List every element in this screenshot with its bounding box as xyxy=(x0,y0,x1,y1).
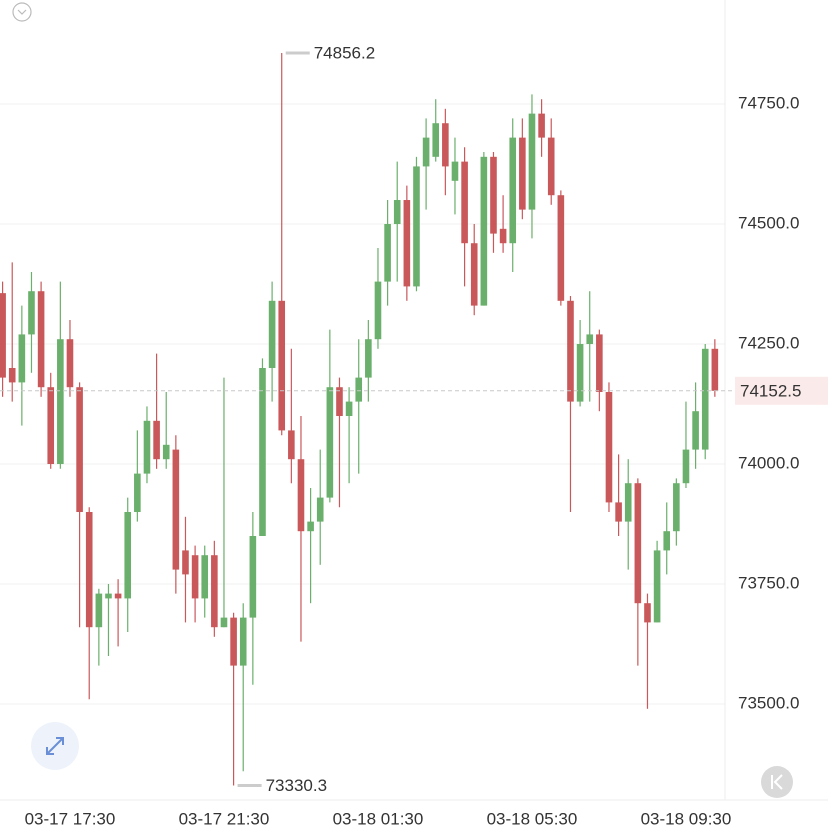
candle-body xyxy=(644,603,651,623)
candle-body xyxy=(18,334,26,383)
candle-body xyxy=(316,497,324,522)
candle-body xyxy=(191,555,199,599)
candle-body xyxy=(509,137,517,244)
min-label: 73330.3 xyxy=(266,776,327,795)
candle-body xyxy=(105,593,112,599)
candle-body xyxy=(57,339,64,465)
candle-body xyxy=(461,161,468,244)
candle-body xyxy=(634,483,642,604)
candle-body xyxy=(153,420,160,460)
x-tick-label: 03-17 17:30 xyxy=(25,809,116,828)
candle-body xyxy=(451,161,459,181)
candle-body xyxy=(413,166,420,287)
candle-body xyxy=(37,291,45,388)
candle-body xyxy=(374,281,382,340)
candle-body xyxy=(143,420,151,474)
candle-body xyxy=(470,243,478,306)
candle-body xyxy=(336,387,343,417)
candle-body xyxy=(288,430,295,460)
candle-body xyxy=(576,344,584,402)
expand-button[interactable] xyxy=(31,722,79,770)
candle-body xyxy=(345,401,353,417)
candle-body xyxy=(663,531,671,551)
y-tick-label: 73750.0 xyxy=(738,573,799,592)
candle-body xyxy=(624,483,632,522)
candle-body xyxy=(393,200,401,225)
candle-body xyxy=(528,113,536,210)
candle-body xyxy=(403,200,411,287)
x-tick-label: 03-17 21:30 xyxy=(179,809,270,828)
candle-body xyxy=(605,392,613,503)
x-tick-label: 03-18 05:30 xyxy=(487,809,578,828)
candle-body xyxy=(249,536,257,618)
candle-body xyxy=(134,473,141,513)
candle-body xyxy=(307,521,314,532)
candle-body xyxy=(162,444,170,460)
candle-body xyxy=(586,334,594,345)
candle-body xyxy=(422,137,430,167)
candle-body xyxy=(0,293,6,378)
candle-body xyxy=(547,137,555,196)
candle-body xyxy=(692,411,699,450)
candle-body xyxy=(384,224,391,282)
candle-body xyxy=(682,449,690,484)
last-price-box xyxy=(735,376,828,405)
candle-body xyxy=(567,300,574,402)
candle-body xyxy=(76,387,83,513)
candle-body xyxy=(432,123,440,157)
candle-body xyxy=(701,348,709,450)
candle-body xyxy=(259,368,266,537)
candle-body xyxy=(47,387,55,465)
y-tick-label: 73500.0 xyxy=(738,693,799,712)
candle-body xyxy=(220,617,228,628)
candle-body xyxy=(172,449,180,570)
candle-body xyxy=(499,228,507,244)
candle-body xyxy=(278,300,286,431)
candle-body xyxy=(239,617,247,666)
candle-body xyxy=(442,123,449,167)
candle-body xyxy=(201,555,209,599)
candle-body xyxy=(596,334,603,393)
candle-body xyxy=(653,550,661,623)
candle-body xyxy=(711,348,719,391)
y-tick-label: 74750.0 xyxy=(738,93,799,112)
collapse-icon[interactable] xyxy=(12,2,32,22)
candle-body xyxy=(615,502,622,522)
candle-body xyxy=(66,339,74,388)
candle-body xyxy=(538,113,545,138)
candle-body xyxy=(114,593,122,599)
candle-body xyxy=(355,377,363,402)
candle-body xyxy=(182,550,189,575)
candle-body xyxy=(124,512,132,599)
candle-body xyxy=(490,156,497,234)
x-tick-label: 03-18 01:30 xyxy=(333,809,424,828)
candle-body xyxy=(326,387,334,498)
candle-body xyxy=(268,300,276,369)
candle-body xyxy=(95,593,103,628)
x-tick-label: 03-18 09:30 xyxy=(641,809,732,828)
candle-body xyxy=(480,156,488,306)
candle-body xyxy=(673,483,680,532)
candle-body xyxy=(85,512,93,628)
last-price-label: 74152.5 xyxy=(740,381,801,400)
candle-body xyxy=(557,195,565,301)
candle-body xyxy=(230,617,237,666)
y-tick-label: 74500.0 xyxy=(738,213,799,232)
scroll-latest-button[interactable] xyxy=(761,766,793,798)
y-tick-label: 74000.0 xyxy=(738,453,799,472)
candle-body xyxy=(365,339,372,378)
candle-body xyxy=(519,137,526,210)
max-label: 74856.2 xyxy=(314,44,375,63)
candle-body xyxy=(211,555,218,628)
candle-body xyxy=(297,459,305,532)
y-tick-label: 74250.0 xyxy=(738,333,799,352)
candle-body xyxy=(28,291,35,335)
candle-body xyxy=(8,368,16,383)
